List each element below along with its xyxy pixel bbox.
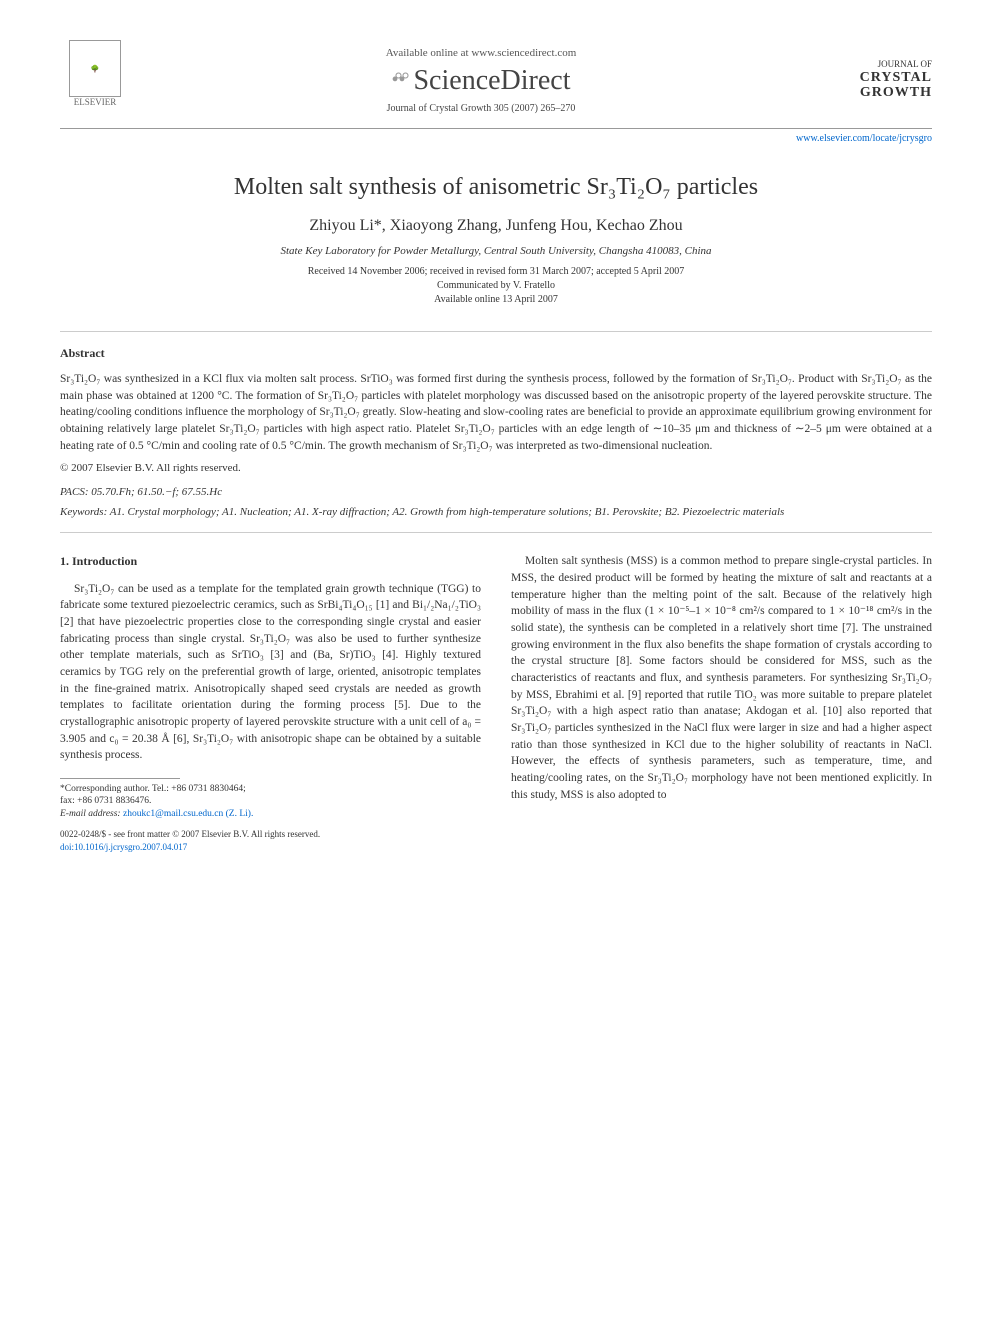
date-received: Received 14 November 2006; received in r… [60,265,932,279]
email-line: E-mail address: zhoukc1@mail.csu.edu.cn … [60,808,481,820]
doi-link[interactable]: doi:10.1016/j.jcrysgro.2007.04.017 [60,842,187,852]
email-address[interactable]: zhoukc1@mail.csu.edu.cn (Z. Li). [123,809,253,819]
elsevier-logo: 🌳 ELSEVIER [60,40,130,120]
email-label: E-mail address: [60,809,121,819]
center-header: Available online at www.sciencedirect.co… [130,47,832,114]
issn-line: 0022-0248/$ - see front matter © 2007 El… [60,828,481,841]
header-rule [60,128,932,129]
sciencedirect-icon: •°•° [391,69,405,92]
doi-line: doi:10.1016/j.jcrysgro.2007.04.017 [60,841,481,854]
available-online-text: Available online at www.sciencedirect.co… [130,47,832,59]
brand-text: ScienceDirect [413,65,570,97]
intro-para-right: Molten salt synthesis (MSS) is a common … [511,553,932,803]
journal-citation: Journal of Crystal Growth 305 (2007) 265… [130,103,832,114]
footer-block: 0022-0248/$ - see front matter © 2007 El… [60,828,481,854]
date-communicated: Communicated by V. Fratello [60,279,932,293]
keywords: Keywords: A1. Crystal morphology; A1. Nu… [60,506,932,518]
footnote-separator [60,778,180,779]
intro-heading: 1. Introduction [60,553,481,570]
header-row: 🌳 ELSEVIER Available online at www.scien… [60,40,932,120]
authors: Zhiyou Li*, Xiaoyong Zhang, Junfeng Hou,… [60,217,932,235]
date-online: Available online 13 April 2007 [60,293,932,307]
journal-logo-line1: CRYSTAL [832,70,932,85]
intro-para-left: Sr₃Ti₂O₇ can be used as a template for t… [60,581,481,764]
abstract-top-rule [60,331,932,332]
right-column: Molten salt synthesis (MSS) is a common … [511,553,932,854]
body-columns: 1. Introduction Sr₃Ti₂O₇ can be used as … [60,553,932,854]
copyright: © 2007 Elsevier B.V. All rights reserved… [60,462,932,474]
footnote-block: *Corresponding author. Tel.: +86 0731 88… [60,783,481,820]
abstract-bottom-rule [60,532,932,533]
corresponding-author: *Corresponding author. Tel.: +86 0731 88… [60,783,481,795]
journal-url[interactable]: www.elsevier.com/locate/jcrysgro [60,133,932,144]
fax: fax: +86 0731 8836476. [60,795,481,807]
left-column: 1. Introduction Sr₃Ti₂O₇ can be used as … [60,553,481,854]
publisher-name: ELSEVIER [74,97,117,107]
elsevier-tree-icon: 🌳 [69,40,121,97]
pacs: PACS: 05.70.Fh; 61.50.−f; 67.55.Hc [60,486,932,498]
article-dates: Received 14 November 2006; received in r… [60,265,932,307]
journal-logo: JOURNAL OF CRYSTAL GROWTH [832,60,932,101]
article-title: Molten salt synthesis of anisometric Sr₃… [60,174,932,201]
sciencedirect-brand: •°•° ScienceDirect [130,65,832,97]
affiliation: State Key Laboratory for Powder Metallur… [60,245,932,257]
abstract-heading: Abstract [60,346,932,361]
journal-logo-prefix: JOURNAL OF [832,60,932,70]
abstract-body: Sr₃Ti₂O₇ was synthesized in a KCl flux v… [60,371,932,454]
journal-logo-line2: GROWTH [832,85,932,100]
